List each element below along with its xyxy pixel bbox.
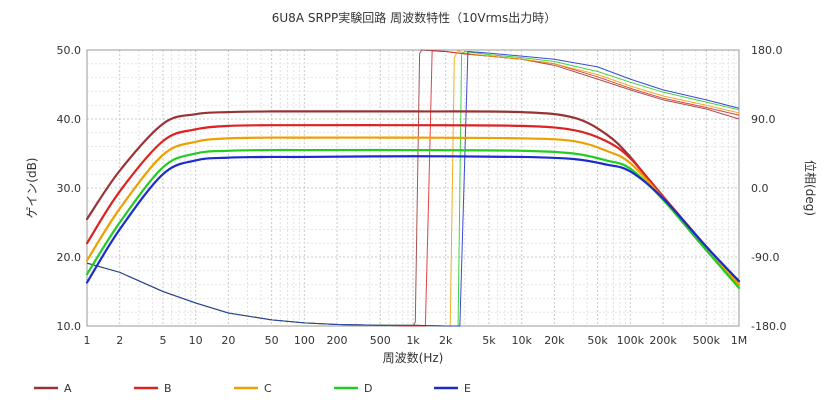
x-tick-label: 1M [731, 334, 748, 347]
x-tick-label: 10 [189, 334, 203, 347]
axis-tick-labels: 1 2 5 10 20 50 100 200 500 1k 2k 5k 10k 20k 50k 100k 200… [57, 44, 787, 347]
x-tick-label: 100k [617, 334, 645, 347]
chart-title: 6U8A SRPP実験回路 周波数特性（10Vrms出力時） [272, 10, 556, 25]
y2-tick-label: 180.0 [751, 44, 783, 57]
x-tick-label: 500k [693, 334, 721, 347]
x-tick-label: 200 [327, 334, 348, 347]
x-tick-label: 5 [159, 334, 166, 347]
y-tick-label: 10.0 [57, 320, 82, 333]
phase-line-e [86, 51, 740, 327]
legend-label-c: C [264, 382, 272, 395]
x-tick-label: 20k [544, 334, 565, 347]
x-tick-label: 2 [116, 334, 123, 347]
grid-lines [86, 49, 739, 327]
legend: A B C D E [34, 382, 471, 395]
x-tick-label: 2k [439, 334, 453, 347]
x-tick-label: 200k [649, 334, 677, 347]
y2-tick-label: 90.0 [751, 113, 776, 126]
x-tick-label: 20 [221, 334, 235, 347]
y2-tick-label: -180.0 [751, 320, 786, 333]
x-tick-label: 1 [84, 334, 91, 347]
legend-label-a: A [64, 382, 72, 395]
x-tick-label: 50 [265, 334, 279, 347]
x-axis-label: 周波数(Hz) [383, 350, 444, 365]
x-tick-label: 100 [294, 334, 315, 347]
y2-axis-label: 位相(deg) [803, 160, 818, 216]
y2-tick-label: -90.0 [751, 251, 779, 264]
legend-label-e: E [464, 382, 471, 395]
y-axis-label: ゲイン(dB) [25, 158, 39, 219]
x-tick-label: 5k [482, 334, 496, 347]
gain-line-e [85, 155, 741, 284]
phase-curves [86, 49, 740, 327]
y2-tick-label: 0.0 [751, 182, 769, 195]
x-tick-label: 500 [370, 334, 391, 347]
legend-label-b: B [164, 382, 172, 395]
y-tick-label: 50.0 [57, 44, 82, 57]
gain-line-b [85, 124, 741, 283]
y-tick-label: 20.0 [57, 251, 82, 264]
gain-line-c [85, 136, 741, 286]
x-tick-label: 10k [511, 334, 532, 347]
y-tick-label: 40.0 [57, 113, 82, 126]
x-tick-label: 50k [587, 334, 608, 347]
y-tick-label: 30.0 [57, 182, 82, 195]
gain-curves [85, 110, 741, 290]
legend-label-d: D [364, 382, 372, 395]
x-tick-label: 1k [406, 334, 420, 347]
